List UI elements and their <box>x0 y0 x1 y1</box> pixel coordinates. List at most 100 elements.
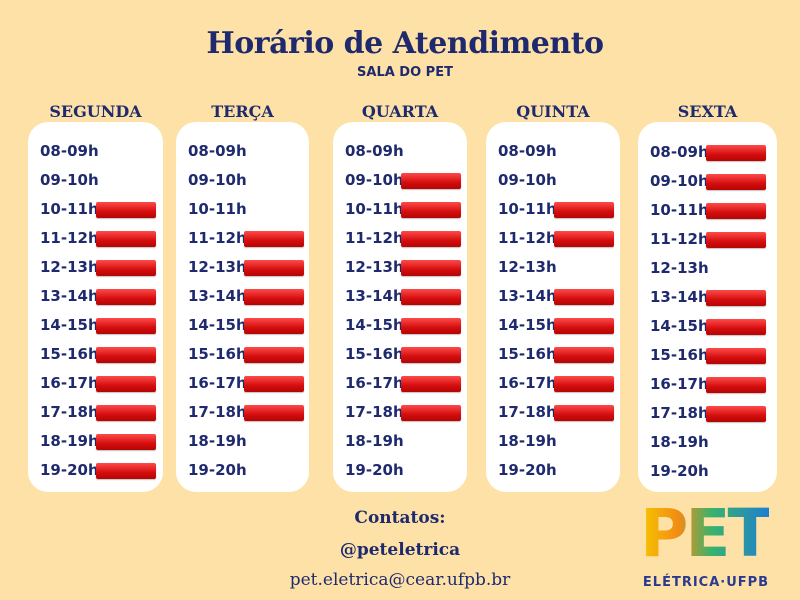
time-slot-label: 11-12h <box>498 229 557 247</box>
time-slot-label: 16-17h <box>345 374 404 392</box>
time-slot-label: 09-10h <box>345 171 404 189</box>
time-slot: 12-13h <box>650 257 770 281</box>
time-slot-label: 18-19h <box>345 432 404 450</box>
time-slot: 17-18h <box>498 401 618 425</box>
time-slot: 08-09h <box>188 140 308 164</box>
time-slot-label: 12-13h <box>188 258 247 276</box>
time-slot-label: 15-16h <box>498 345 557 363</box>
page-subtitle: SALA DO PET <box>0 65 800 80</box>
time-slot: 14-15h <box>188 314 308 338</box>
contacts-instagram[interactable]: @peteletrica <box>240 540 560 560</box>
time-slot-label: 14-15h <box>345 316 404 334</box>
busy-marker <box>244 260 304 276</box>
day-card: 08-09h 09-10h 10-11h 11-12h 12-13h 13-14h 14-1… <box>333 122 467 492</box>
time-slot: 16-17h <box>498 372 618 396</box>
time-slot: 11-12h <box>650 228 770 252</box>
busy-marker <box>96 405 156 421</box>
time-slot-label: 19-20h <box>498 461 557 479</box>
time-slot: 17-18h <box>188 401 308 425</box>
time-slot: 16-17h <box>40 372 160 396</box>
time-slot: 10-11h <box>345 198 465 222</box>
busy-marker <box>401 173 461 189</box>
time-slot-label: 08-09h <box>188 142 247 160</box>
time-slot-label: 13-14h <box>188 287 247 305</box>
time-slot-label: 11-12h <box>188 229 247 247</box>
time-slot: 14-15h <box>498 314 618 338</box>
time-slot-label: 16-17h <box>188 374 247 392</box>
time-slot: 09-10h <box>650 170 770 194</box>
time-slot-label: 09-10h <box>498 171 557 189</box>
day-label-4: SEXTA <box>638 102 778 121</box>
busy-marker <box>96 260 156 276</box>
time-slot: 15-16h <box>650 344 770 368</box>
time-slot: 09-10h <box>40 169 160 193</box>
time-slot-label: 09-10h <box>188 171 247 189</box>
time-slot-label: 15-16h <box>345 345 404 363</box>
time-slot-label: 15-16h <box>650 346 709 364</box>
time-slot-label: 10-11h <box>40 200 99 218</box>
day-card: 08-09h 09-10h 10-11h 11-12h 12-13h 13-14h 14-1… <box>638 122 777 492</box>
time-slot: 19-20h <box>650 460 770 484</box>
busy-marker <box>706 290 766 306</box>
busy-marker <box>96 463 156 479</box>
busy-marker <box>401 318 461 334</box>
time-slot: 11-12h <box>188 227 308 251</box>
busy-marker <box>706 203 766 219</box>
time-slot: 11-12h <box>498 227 618 251</box>
logo-word: PET <box>640 501 769 567</box>
time-slot-label: 14-15h <box>188 316 247 334</box>
time-slot: 15-16h <box>345 343 465 367</box>
time-slot: 19-20h <box>188 459 308 483</box>
busy-marker <box>554 202 614 218</box>
pet-logo: PET ELÉTRICA·UFPB <box>636 505 776 595</box>
busy-marker <box>706 377 766 393</box>
busy-marker <box>554 347 614 363</box>
time-slot: 08-09h <box>345 140 465 164</box>
time-slot: 12-13h <box>188 256 308 280</box>
busy-marker <box>96 289 156 305</box>
time-slot-label: 17-18h <box>498 403 557 421</box>
day-label-2: QUARTA <box>330 102 470 121</box>
time-slot: 15-16h <box>188 343 308 367</box>
day-card: 08-09h 09-10h 10-11h 11-12h 12-13h 13-14h 14-1… <box>28 122 163 492</box>
busy-marker <box>554 376 614 392</box>
time-slot: 08-09h <box>40 140 160 164</box>
time-slot: 10-11h <box>650 199 770 223</box>
time-slot: 17-18h <box>345 401 465 425</box>
time-slot: 18-19h <box>345 430 465 454</box>
busy-marker <box>244 289 304 305</box>
time-slot-label: 14-15h <box>650 317 709 335</box>
time-slot-label: 10-11h <box>188 200 247 218</box>
time-slot: 19-20h <box>40 459 160 483</box>
time-slot-label: 12-13h <box>498 258 557 276</box>
busy-marker <box>706 174 766 190</box>
busy-marker <box>706 319 766 335</box>
time-slot: 10-11h <box>40 198 160 222</box>
day-label-1: TERÇA <box>173 102 313 121</box>
time-slot: 13-14h <box>345 285 465 309</box>
busy-marker <box>554 231 614 247</box>
time-slot: 13-14h <box>650 286 770 310</box>
busy-marker <box>401 260 461 276</box>
time-slot-label: 16-17h <box>650 375 709 393</box>
time-slot: 15-16h <box>40 343 160 367</box>
time-slot: 12-13h <box>345 256 465 280</box>
time-slot-label: 17-18h <box>345 403 404 421</box>
time-slot-label: 13-14h <box>498 287 557 305</box>
time-slot: 14-15h <box>40 314 160 338</box>
time-slot-label: 11-12h <box>345 229 404 247</box>
contacts-email[interactable]: pet.eletrica@cear.ufpb.br <box>240 570 560 590</box>
time-slot-label: 14-15h <box>40 316 99 334</box>
busy-marker <box>96 347 156 363</box>
time-slot-label: 18-19h <box>650 433 709 451</box>
busy-marker <box>96 376 156 392</box>
busy-marker <box>401 347 461 363</box>
busy-marker <box>244 376 304 392</box>
time-slot-label: 08-09h <box>345 142 404 160</box>
busy-marker <box>96 434 156 450</box>
time-slot-label: 10-11h <box>345 200 404 218</box>
day-label-0: SEGUNDA <box>26 102 166 121</box>
contacts-title: Contatos: <box>240 508 560 528</box>
time-slot: 15-16h <box>498 343 618 367</box>
time-slot: 11-12h <box>345 227 465 251</box>
